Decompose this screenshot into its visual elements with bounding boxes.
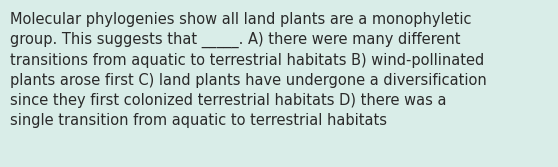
Text: Molecular phylogenies show all land plants are a monophyletic
group. This sugges: Molecular phylogenies show all land plan… — [10, 12, 487, 128]
